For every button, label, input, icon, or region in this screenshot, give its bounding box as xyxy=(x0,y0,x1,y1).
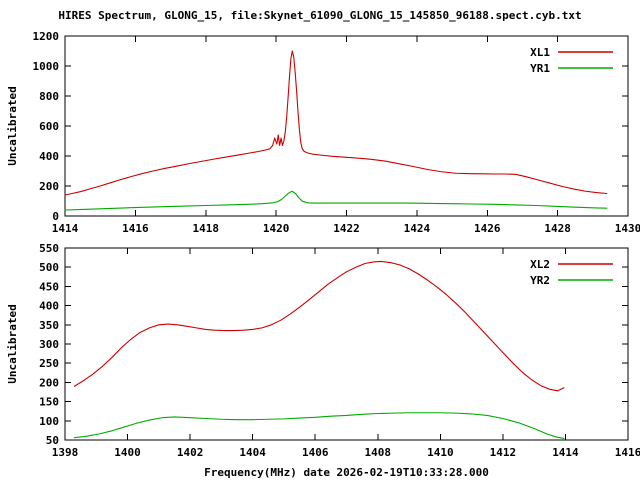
x-tick-label: 1402 xyxy=(177,446,204,459)
y-tick-label: 150 xyxy=(39,396,59,409)
y-axis-label: Uncalibrated xyxy=(6,304,19,383)
y-tick-label: 50 xyxy=(46,434,59,447)
legend-label-YR1: YR1 xyxy=(530,62,550,75)
trace-XL2 xyxy=(73,260,565,392)
page-title: HIRES Spectrum, GLONG_15, file:Skynet_61… xyxy=(58,9,582,22)
y-tick-label: 200 xyxy=(39,376,59,389)
y-axis-label: Uncalibrated xyxy=(6,86,19,165)
y-tick-label: 800 xyxy=(39,90,59,103)
y-tick-label: 0 xyxy=(52,210,59,223)
x-tick-label: 1404 xyxy=(239,446,266,459)
y-tick-label: 400 xyxy=(39,150,59,163)
x-tick-label: 1418 xyxy=(193,222,220,235)
y-tick-label: 200 xyxy=(39,180,59,193)
legend-label-YR2: YR2 xyxy=(530,274,550,287)
y-tick-label: 550 xyxy=(39,242,59,255)
y-tick-label: 1000 xyxy=(33,60,60,73)
x-tick-label: 1408 xyxy=(365,446,392,459)
y-tick-label: 100 xyxy=(39,415,59,428)
y-tick-label: 350 xyxy=(39,319,59,332)
x-tick-label: 1420 xyxy=(263,222,290,235)
y-tick-label: 500 xyxy=(39,261,59,274)
x-tick-label: 1416 xyxy=(615,446,640,459)
y-tick-label: 250 xyxy=(39,357,59,370)
panel-bottom-panel: 1398 1400 1402 1404 1406 1408 1410 1412 1414 1416… xyxy=(6,242,640,479)
x-tick-label: 1412 xyxy=(490,446,517,459)
x-tick-label: 1422 xyxy=(333,222,360,235)
y-tick-label: 300 xyxy=(39,338,59,351)
x-tick-label: 1428 xyxy=(544,222,571,235)
trace-YR2 xyxy=(73,412,565,440)
x-tick-label: 1416 xyxy=(122,222,149,235)
panel-top-panel: 1414 1416 1418 1420 1422 1424 1426 1428 1430 0 200… xyxy=(6,30,640,235)
x-tick-label: 1426 xyxy=(474,222,501,235)
x-axis-label: Frequency(MHz) date 2026-02-19T10:33:28.… xyxy=(204,466,489,479)
x-tick-label: 1414 xyxy=(52,222,79,235)
x-tick-label: 1410 xyxy=(427,446,454,459)
x-tick-label: 1398 xyxy=(52,446,79,459)
trace-XL1 xyxy=(64,50,608,196)
y-tick-label: 600 xyxy=(39,120,59,133)
y-tick-label: 450 xyxy=(39,280,59,293)
x-tick-label: 1400 xyxy=(114,446,141,459)
x-tick-label: 1430 xyxy=(615,222,640,235)
legend-label-XL1: XL1 xyxy=(530,46,550,59)
y-tick-label: 1200 xyxy=(33,30,60,43)
y-tick-label: 400 xyxy=(39,300,59,313)
x-tick-label: 1414 xyxy=(552,446,579,459)
x-tick-label: 1406 xyxy=(302,446,329,459)
trace-YR1 xyxy=(64,190,608,211)
legend-label-XL2: XL2 xyxy=(530,258,550,271)
x-tick-label: 1424 xyxy=(404,222,431,235)
